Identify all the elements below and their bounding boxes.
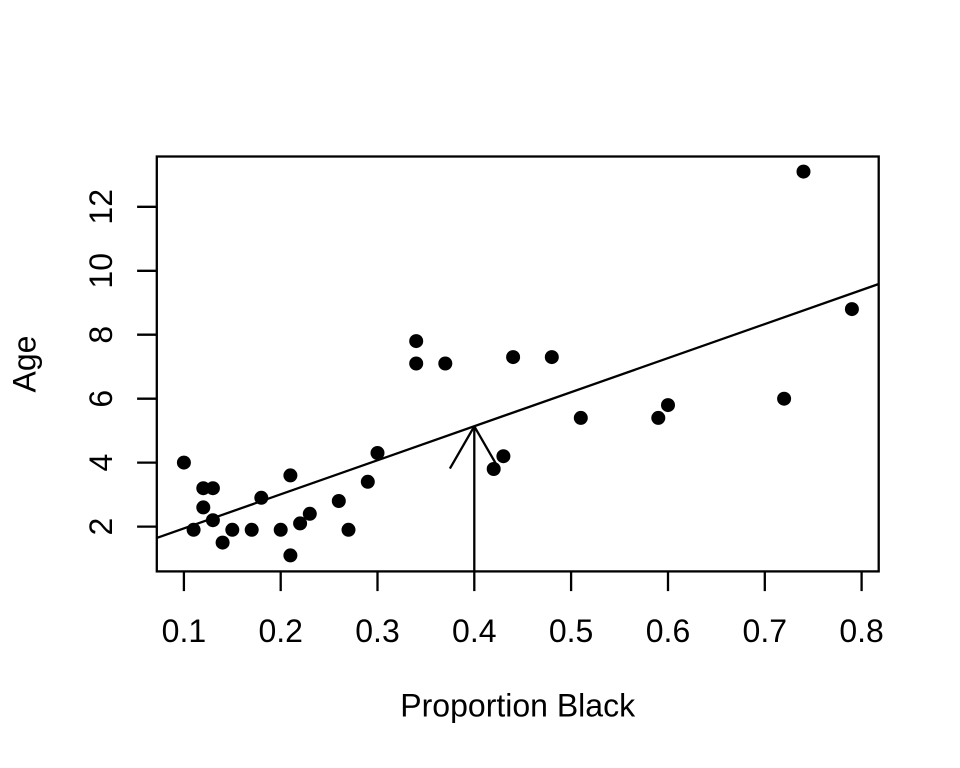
svg-text:10: 10 bbox=[83, 253, 119, 289]
svg-text:0.5: 0.5 bbox=[549, 613, 593, 649]
svg-text:0.6: 0.6 bbox=[646, 613, 690, 649]
svg-text:12: 12 bbox=[83, 189, 119, 225]
svg-text:4: 4 bbox=[83, 454, 119, 472]
svg-text:0.1: 0.1 bbox=[162, 613, 206, 649]
svg-text:8: 8 bbox=[83, 326, 119, 344]
svg-text:0.2: 0.2 bbox=[258, 613, 302, 649]
svg-text:Age: Age bbox=[7, 336, 43, 393]
svg-text:Proportion Black: Proportion Black bbox=[400, 688, 636, 724]
svg-text:0.3: 0.3 bbox=[355, 613, 399, 649]
svg-text:0.8: 0.8 bbox=[839, 613, 883, 649]
svg-text:2: 2 bbox=[83, 518, 119, 536]
svg-text:6: 6 bbox=[83, 390, 119, 408]
svg-text:0.4: 0.4 bbox=[452, 613, 496, 649]
svg-text:0.7: 0.7 bbox=[743, 613, 787, 649]
